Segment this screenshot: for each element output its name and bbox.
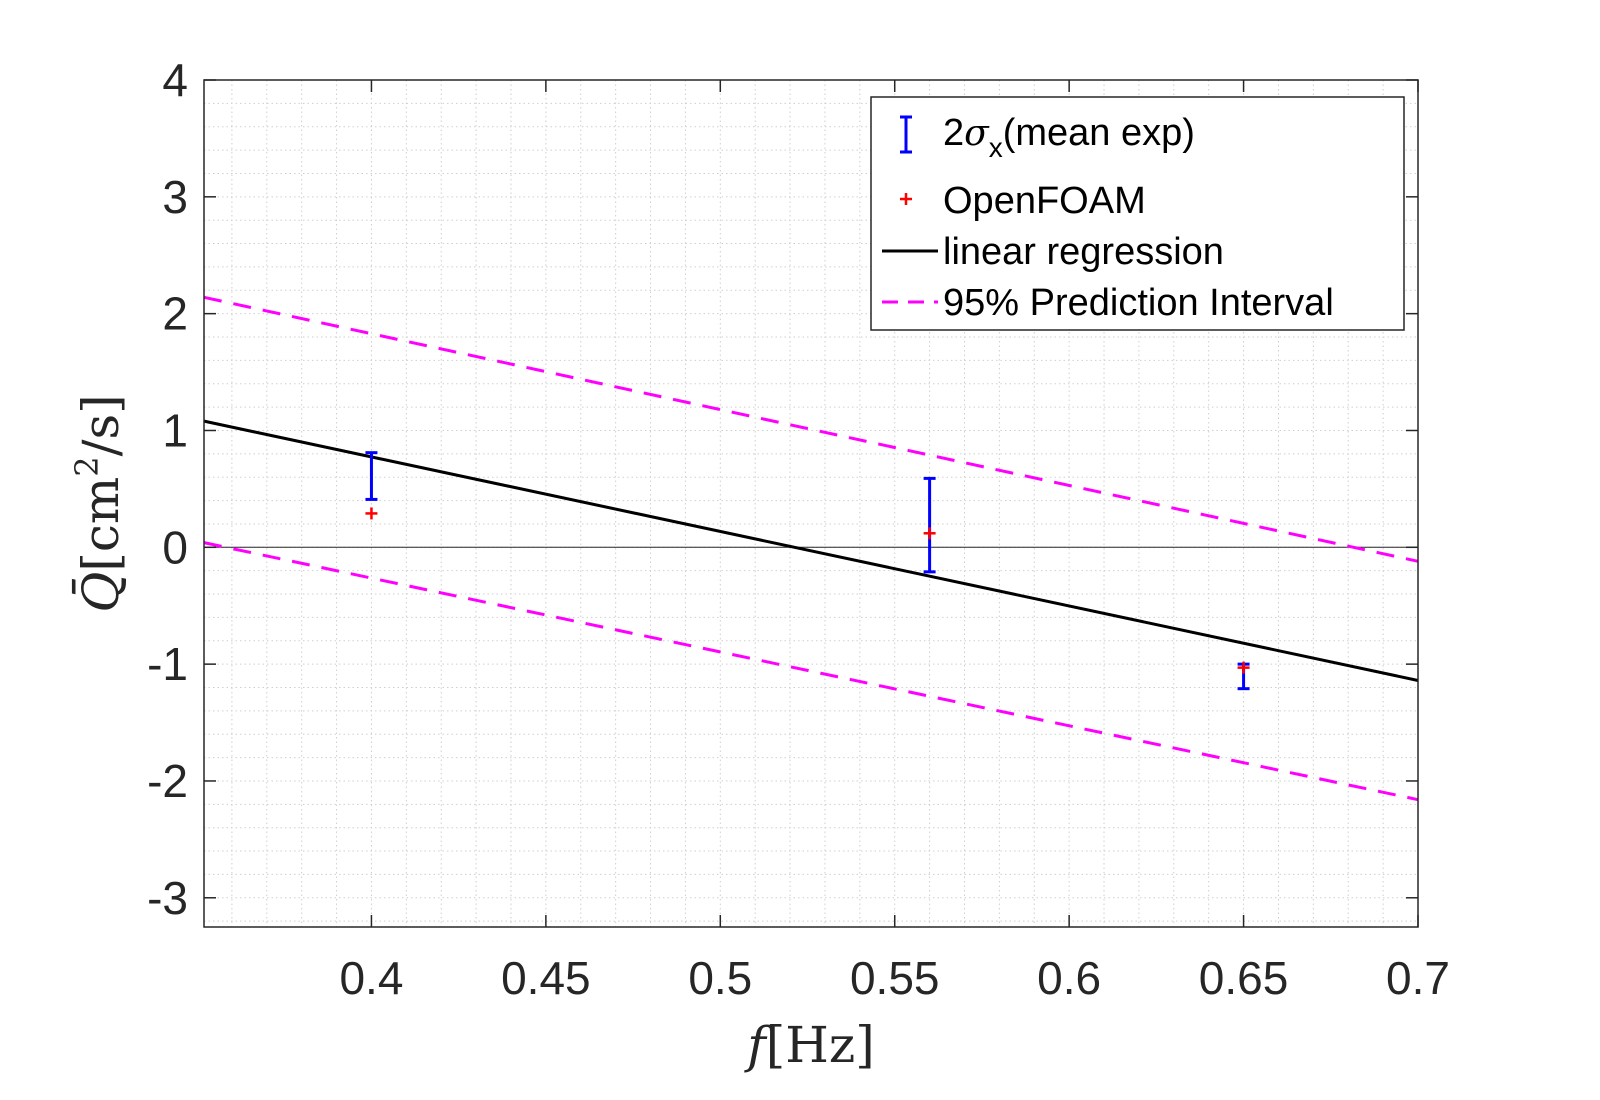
y-axis-unit-close: /s] [72,394,130,456]
x-tick-label: 0.55 [850,952,940,1004]
y-tick-label: -3 [147,872,188,924]
error-bar [923,476,936,574]
x-axis-title: f[Hz] [743,1016,874,1074]
legend-entry-errorbar: 2σx(mean exp) [900,112,1195,163]
legend-label-openfoam: OpenFOAM [943,180,1146,222]
y-axis-title: Q̄[cm2/s] [68,394,130,612]
x-tick-label: 0.45 [501,952,591,1004]
prediction-interval-line [203,541,1419,802]
prediction-interval-line [203,295,1419,563]
openfoam-marker [923,527,936,540]
legend-errorbar-suffix: (mean exp) [1003,112,1195,154]
legend-label-errorbar: 2σx(mean exp) [943,112,1195,163]
legend: 2σx(mean exp) OpenFOAM linear regression… [870,96,1405,331]
openfoam-marker [1237,661,1250,674]
legend-entry-prediction: 95% Prediction Interval [882,282,1334,324]
y-tick-label: 0 [162,521,188,573]
y-tick-label: 2 [162,288,188,340]
x-tick-label: 0.5 [688,952,752,1004]
y-axis-unit-open: [cm [72,477,130,572]
regression-line [203,419,1419,682]
x-tick-label: 0.6 [1037,952,1101,1004]
y-tick-label: 4 [162,54,188,106]
tick-labels: 0.4 0.45 0.5 0.55 0.6 0.65 0.7 -3 -2 -1 0 1 2 3 4 [147,54,1450,1004]
x-axis-unit: [Hz] [766,1016,875,1074]
ticks [204,79,1419,927]
y-tick-label: 3 [162,171,188,223]
legend-errorbar-icon [900,115,912,154]
legend-entry-openfoam: OpenFOAM [900,180,1146,222]
series-layer [203,295,1419,802]
y-tick-label: -2 [147,755,188,807]
x-tick-label: 0.4 [339,952,403,1004]
x-tick-label: 0.65 [1199,952,1289,1004]
y-tick-label: 1 [162,404,188,456]
legend-errorbar-greek: σ [964,113,990,154]
legend-errorbar-prefix: 2 [943,112,964,154]
y-axis-var: Q̄ [71,572,130,613]
legend-plus-icon [900,193,912,205]
legend-box [870,96,1405,331]
legend-label-prediction: 95% Prediction Interval [943,282,1334,324]
error-bar [365,451,378,501]
plot-frame [203,79,1419,928]
y-tick-label: -1 [147,638,188,690]
y-axis-unit-sup: 2 [68,456,106,476]
grid [204,79,1419,927]
x-tick-label: 0.7 [1386,952,1450,1004]
legend-label-regression: linear regression [943,231,1224,273]
legend-errorbar-sub: x [989,132,1003,163]
legend-entry-regression: linear regression [882,231,1224,273]
openfoam-marker [365,507,378,520]
